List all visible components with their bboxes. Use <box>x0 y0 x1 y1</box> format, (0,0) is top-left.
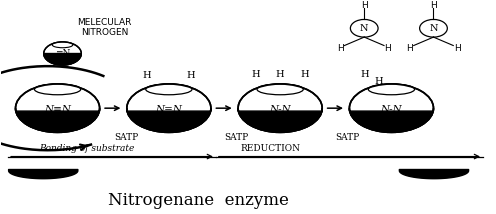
Ellipse shape <box>349 84 434 132</box>
Text: N-N: N-N <box>380 105 402 114</box>
Text: N=N: N=N <box>155 105 183 114</box>
Ellipse shape <box>238 84 322 132</box>
Ellipse shape <box>257 84 303 95</box>
Text: H: H <box>430 1 437 10</box>
Text: SATP: SATP <box>115 133 139 142</box>
Ellipse shape <box>350 19 378 37</box>
Text: H: H <box>454 43 461 53</box>
Text: H: H <box>251 70 260 79</box>
Text: H: H <box>276 70 285 79</box>
Text: H: H <box>337 43 344 53</box>
Text: H: H <box>360 70 369 79</box>
Ellipse shape <box>420 19 447 37</box>
Ellipse shape <box>369 84 415 95</box>
Ellipse shape <box>146 84 192 95</box>
Text: SATP: SATP <box>225 133 249 142</box>
Text: N≡N: N≡N <box>44 105 71 114</box>
Text: REDUCTION: REDUCTION <box>240 144 300 153</box>
Text: H: H <box>406 43 413 53</box>
Ellipse shape <box>127 84 211 132</box>
Text: N: N <box>429 24 438 33</box>
Polygon shape <box>15 108 100 132</box>
Text: H: H <box>375 77 383 86</box>
Polygon shape <box>238 108 322 132</box>
Text: SATP: SATP <box>335 133 359 142</box>
Ellipse shape <box>15 84 100 132</box>
Text: ≡N: ≡N <box>55 49 70 58</box>
Polygon shape <box>127 108 211 132</box>
Text: H: H <box>143 71 151 80</box>
Text: N: N <box>360 24 369 33</box>
Text: H: H <box>301 70 309 79</box>
Ellipse shape <box>44 42 81 65</box>
Ellipse shape <box>52 42 73 48</box>
Text: H: H <box>361 1 368 10</box>
Polygon shape <box>349 108 434 132</box>
Text: H: H <box>384 43 391 53</box>
Text: N-N: N-N <box>269 105 291 114</box>
Ellipse shape <box>34 84 81 95</box>
Text: H: H <box>187 71 195 80</box>
Text: Bonding of substrate: Bonding of substrate <box>40 144 135 153</box>
Text: MELECULAR
NITROGEN: MELECULAR NITROGEN <box>77 18 132 37</box>
Text: Nitrogenane  enzyme: Nitrogenane enzyme <box>108 192 289 209</box>
Polygon shape <box>44 54 81 65</box>
